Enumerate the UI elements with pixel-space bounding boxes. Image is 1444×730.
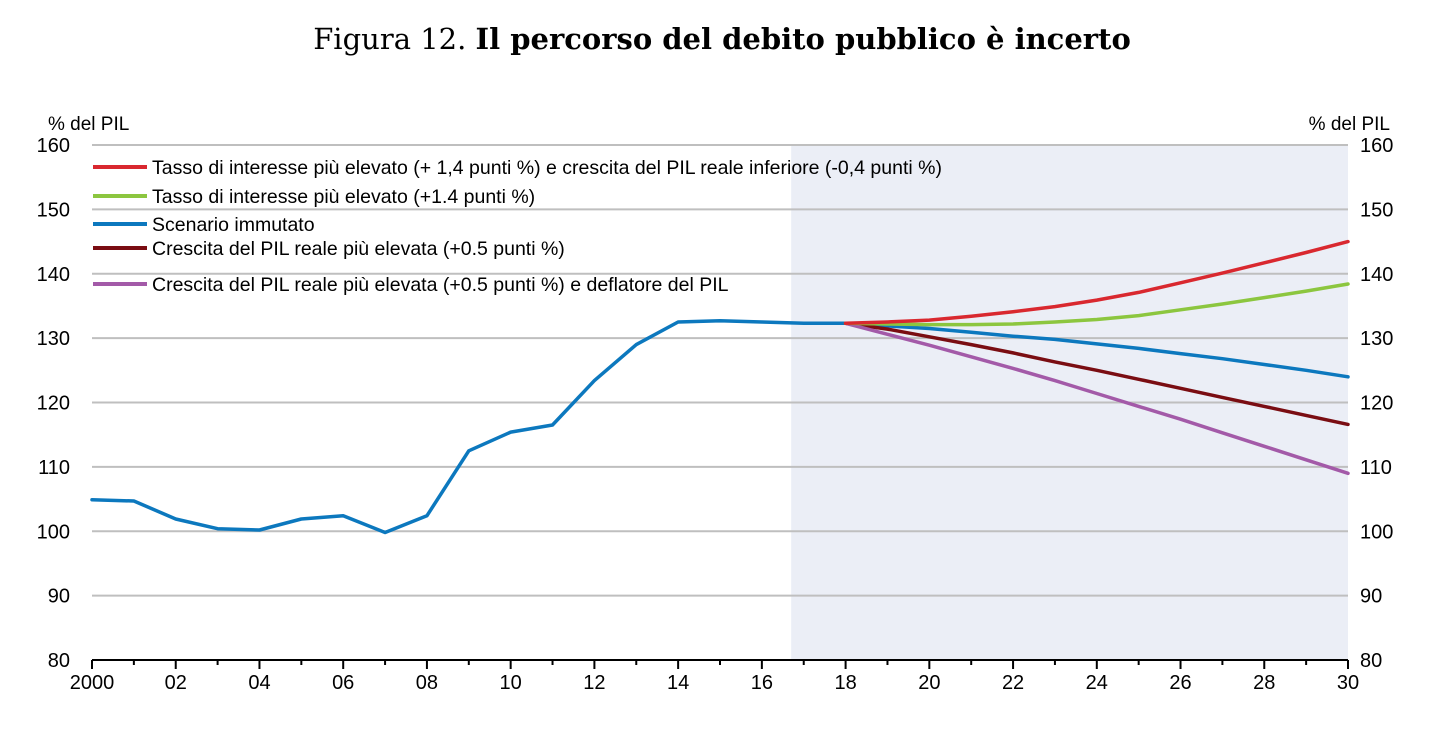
x-tick-label: 12 [583, 672, 605, 694]
series-line [843, 282, 1350, 327]
chart-title: Figura 12. Il percorso del debito pubbli… [0, 22, 1444, 56]
y-tick-label-right: 160 [1360, 135, 1393, 157]
x-tick-label: 22 [1002, 672, 1024, 694]
legend-label: Scenario immutato [152, 214, 315, 236]
x-tick-label: 08 [416, 672, 438, 694]
y-tick-label-right: 100 [1360, 521, 1393, 543]
y-axis-label-right: % del PIL [1309, 114, 1390, 135]
x-tick-label: 30 [1337, 672, 1359, 694]
series-line [843, 239, 1350, 326]
y-tick-label-left: 80 [48, 650, 70, 672]
y-tick-label-right: 150 [1360, 199, 1393, 221]
series-lines [90, 239, 1350, 535]
legend: Tasso di interesse più elevato (+ 1,4 pu… [93, 157, 942, 296]
y-tick-label-right: 110 [1360, 457, 1392, 479]
x-tick-label: 2000 [70, 672, 115, 694]
axes: 80 80 90 90 100 100 110 110 120 120 130 130 140 140 15… [37, 135, 1394, 694]
legend-label: Tasso di interesse più elevato (+ 1,4 pu… [152, 157, 942, 179]
x-tick-label: 24 [1086, 672, 1108, 694]
y-tick-label-left: 160 [37, 135, 70, 157]
y-tick-label-left: 120 [37, 393, 70, 415]
y-tick-label-right: 130 [1360, 328, 1393, 350]
legend-label: Crescita del PIL reale più elevata (+0.5… [152, 274, 729, 296]
x-tick-label: 10 [500, 672, 522, 694]
y-tick-label-left: 140 [37, 264, 70, 286]
y-tick-label-left: 150 [37, 199, 70, 221]
figure-title: Il percorso del debito pubblico è incert… [475, 22, 1131, 56]
legend-label: Crescita del PIL reale più elevata (+0.5… [152, 238, 565, 260]
y-tick-label-left: 90 [48, 586, 70, 608]
y-axis-label-left: % del PIL [48, 114, 129, 135]
series-line [843, 321, 1350, 427]
y-tick-label-left: 130 [37, 328, 70, 350]
x-tick-label: 02 [165, 672, 187, 694]
x-tick-label: 16 [751, 672, 773, 694]
legend-label: Tasso di interesse più elevato (+1.4 pun… [152, 186, 535, 208]
x-tick-label: 14 [667, 672, 689, 694]
y-tick-label-right: 120 [1360, 393, 1393, 415]
x-tick-label: 04 [248, 672, 270, 694]
y-tick-label-right: 140 [1360, 264, 1393, 286]
y-tick-label-right: 90 [1360, 586, 1382, 608]
x-tick-label: 18 [834, 672, 856, 694]
x-tick-label: 26 [1169, 672, 1191, 694]
figure-number: Figura 12. [313, 22, 467, 56]
series-line [843, 321, 1350, 476]
x-tick-label: 20 [918, 672, 940, 694]
x-tick-label: 06 [332, 672, 354, 694]
y-tick-label-right: 80 [1360, 650, 1382, 672]
y-tick-label-left: 100 [37, 521, 70, 543]
series-line [90, 318, 1350, 535]
grid-lines [92, 144, 1348, 597]
x-tick-label: 28 [1253, 672, 1275, 694]
y-tick-label-left: 110 [38, 457, 70, 479]
